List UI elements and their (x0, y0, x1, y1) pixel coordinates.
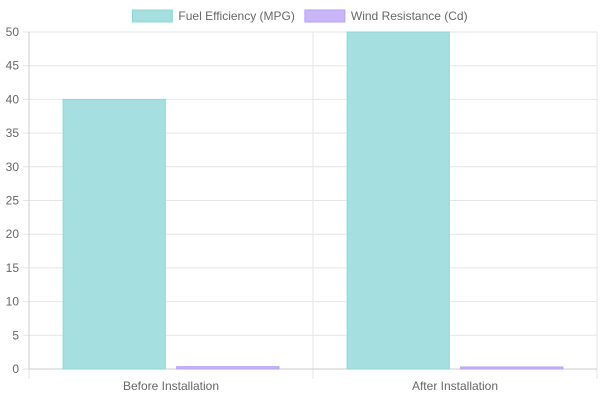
x-tick-label: Before Installation (123, 379, 219, 393)
y-tick-label: 50 (6, 25, 20, 39)
legend-item[interactable]: Wind Resistance (Cd) (304, 9, 468, 23)
legend-swatch (131, 9, 173, 23)
x-tick-label: After Installation (412, 379, 498, 393)
y-tick-label: 5 (12, 328, 19, 342)
y-axis: 0 5 10 15 20 25 30 35 40 45 50 (6, 25, 30, 376)
bar-wind-resistance (176, 366, 280, 370)
legend: Fuel Efficiency (MPG) Wind Resistance (Cd… (131, 9, 468, 23)
y-tick-label: 25 (6, 194, 20, 208)
y-tick-label: 15 (6, 261, 20, 275)
bar-fuel-efficiency (62, 98, 166, 370)
legend-label: Fuel Efficiency (MPG) (178, 9, 294, 23)
legend-item[interactable]: Fuel Efficiency (MPG) (131, 9, 295, 23)
legend-swatch (304, 9, 346, 23)
bar-fuel-efficiency (346, 31, 450, 370)
y-tick-label: 45 (6, 59, 20, 73)
y-tick-label: 20 (6, 227, 20, 241)
y-tick-label: 30 (6, 160, 20, 174)
y-tick-label: 35 (6, 126, 20, 140)
y-tick-label: 0 (12, 362, 19, 376)
bar-wind-resistance (460, 366, 564, 370)
legend-label: Wind Resistance (Cd) (351, 9, 468, 23)
y-tick-label: 10 (6, 295, 20, 309)
bars (62, 31, 564, 370)
y-tick-label: 40 (6, 92, 20, 106)
